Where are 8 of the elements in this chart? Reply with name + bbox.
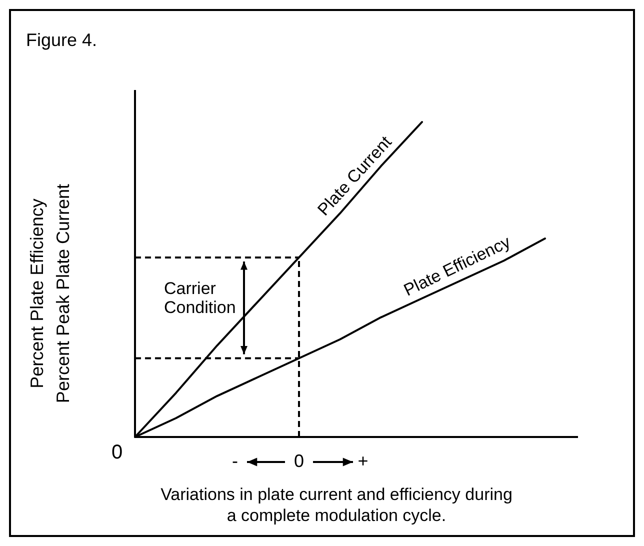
text: + [358,450,368,471]
text: - [232,450,238,471]
y-axis-title: Percent Plate Efficiency Percent Peak Plate Current [27,184,73,404]
chart-title: Figure 4. [26,30,98,50]
annotation: Carrier Condition [164,278,236,317]
x-axis-title: Variations in plate current and efficiency during a complete modulation cycle. [160,485,512,525]
text: 0 [294,450,304,471]
text: 0 [111,441,123,464]
